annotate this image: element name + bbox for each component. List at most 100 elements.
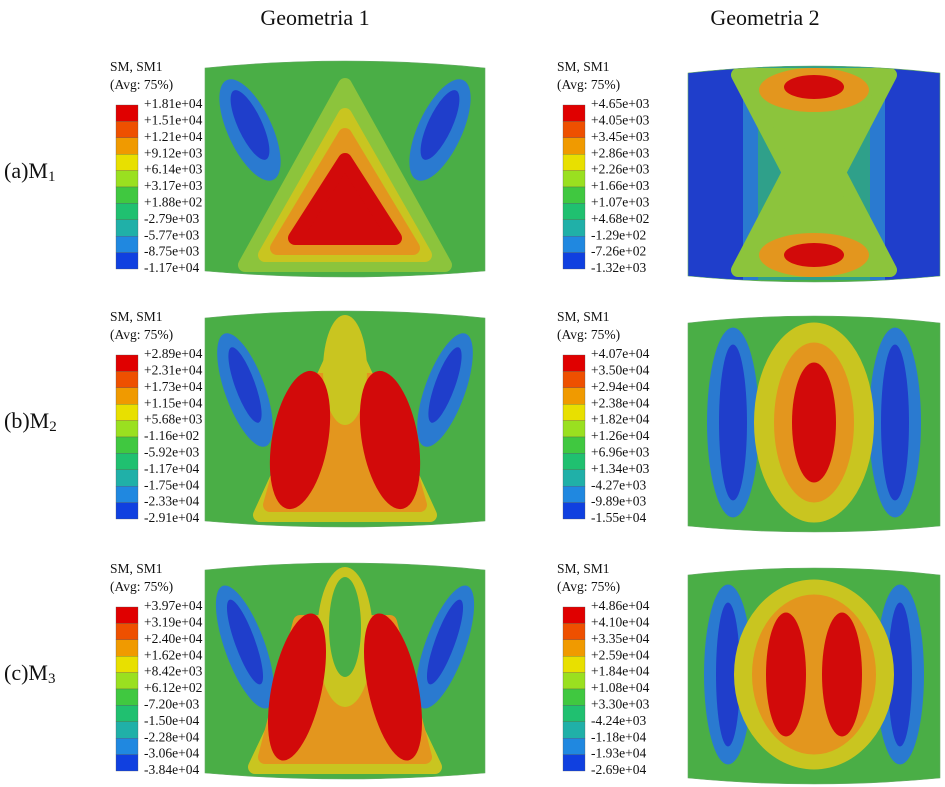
legend-swatch <box>562 469 586 487</box>
legend-title: SM, SM1 <box>557 561 610 576</box>
legend-label: +3.97e+04 <box>144 598 203 613</box>
contour <box>230 90 270 160</box>
legend-swatch <box>562 387 586 405</box>
legend-swatch <box>115 688 139 706</box>
legend-title: SM, SM1 <box>110 561 163 576</box>
legend-label: +3.17e+03 <box>144 178 203 193</box>
contour-plot <box>687 65 941 283</box>
legend-swatch <box>115 354 139 372</box>
row-label-sub: 3 <box>48 671 56 687</box>
legend-label: +3.35e+04 <box>591 631 650 646</box>
legend-label: +1.81e+04 <box>144 96 203 111</box>
outline <box>204 310 486 528</box>
legend-label: +1.15e+04 <box>144 395 203 410</box>
legend-title: SM, SM1 <box>557 59 610 74</box>
legend-label: -3.84e+04 <box>144 762 199 777</box>
legend-label: +4.07e+04 <box>591 346 650 361</box>
legend-swatch <box>562 154 586 171</box>
contour-plot <box>204 562 486 780</box>
legend-label: +6.12e+02 <box>144 680 202 695</box>
legend-swatch <box>562 121 586 138</box>
legend-swatch <box>115 469 139 487</box>
contour <box>288 153 402 245</box>
contour <box>228 347 262 423</box>
contour <box>428 347 462 423</box>
legend-label: +1.26e+04 <box>591 428 650 443</box>
legend-label: +1.66e+03 <box>591 178 650 193</box>
legend-swatch <box>562 688 586 706</box>
contour <box>359 370 421 510</box>
legend-label: -1.16e+02 <box>144 428 199 443</box>
legend-label: +4.10e+04 <box>591 614 650 629</box>
legend-swatch <box>562 502 586 520</box>
row-label-main: (a)M <box>4 158 48 183</box>
legend-swatch <box>562 252 586 270</box>
contour <box>784 75 844 99</box>
contour-fill <box>688 568 940 784</box>
legend-swatch <box>115 623 139 640</box>
contour-plot <box>687 567 941 785</box>
legend-label: -4.24e+03 <box>591 713 646 728</box>
legend-label: -1.75e+04 <box>144 477 199 492</box>
legend-swatch <box>115 236 139 253</box>
contour-plot <box>687 315 941 533</box>
legend-label: +1.51e+04 <box>144 112 203 127</box>
contour-fill <box>205 61 485 277</box>
legend-swatch <box>115 387 139 405</box>
legend-label: +3.45e+03 <box>591 129 650 144</box>
legend-subtitle: (Avg: 75%) <box>110 327 173 342</box>
legend-swatch <box>562 104 586 122</box>
contour <box>784 243 844 267</box>
contour-plot <box>204 310 486 528</box>
legend-swatch <box>115 121 139 138</box>
legend-swatch <box>562 453 586 470</box>
legend-swatch <box>562 486 586 503</box>
legend-label: +1.21e+04 <box>144 129 203 144</box>
legend-swatch <box>115 754 139 772</box>
legend-swatch <box>115 371 139 388</box>
legend-swatch <box>562 656 586 673</box>
legend-swatch <box>562 738 586 755</box>
contour-fill <box>688 316 940 532</box>
legend-swatch <box>562 754 586 772</box>
legend-label: +2.86e+03 <box>591 145 650 160</box>
legend-swatch <box>115 502 139 520</box>
legend-label: -1.32e+03 <box>591 260 646 275</box>
legend-label: +3.50e+04 <box>591 362 650 377</box>
legend-swatch <box>562 170 586 188</box>
legend-label: +1.84e+04 <box>591 664 650 679</box>
legend-label: -5.77e+03 <box>144 227 199 242</box>
legend-label: -4.27e+03 <box>591 477 646 492</box>
legend-label: -2.91e+04 <box>144 510 199 525</box>
legend-label: +4.68e+02 <box>591 211 649 226</box>
legend-swatch <box>562 186 586 204</box>
legend-label: -1.17e+04 <box>144 260 199 275</box>
row-label: (c)M3 <box>4 660 55 687</box>
contour <box>716 602 740 747</box>
legend-swatch <box>115 137 139 155</box>
legend-swatch <box>562 203 586 220</box>
legend-subtitle: (Avg: 75%) <box>557 327 620 342</box>
legend-label: -1.18e+04 <box>591 729 646 744</box>
legend-swatch <box>115 721 139 739</box>
legend-label: -1.55e+04 <box>591 510 646 525</box>
legend-label: +1.34e+03 <box>591 461 650 476</box>
contour <box>329 577 361 677</box>
row-label-sub: 2 <box>49 419 57 435</box>
outline <box>204 60 486 278</box>
contour <box>426 599 464 685</box>
legend-label: -1.17e+04 <box>144 461 199 476</box>
legend-swatch <box>562 623 586 640</box>
legend-label: +6.96e+03 <box>591 444 650 459</box>
legend-subtitle: (Avg: 75%) <box>557 579 620 594</box>
contour <box>323 315 367 425</box>
legend-label: -9.89e+03 <box>591 494 646 509</box>
legend-swatch <box>115 453 139 470</box>
legend-label: +1.82e+04 <box>591 412 650 427</box>
contour <box>363 613 423 761</box>
contour <box>267 613 327 761</box>
legend-label: +3.19e+04 <box>144 614 203 629</box>
legend-label: +9.12e+03 <box>144 145 203 160</box>
legend-swatch <box>115 738 139 755</box>
